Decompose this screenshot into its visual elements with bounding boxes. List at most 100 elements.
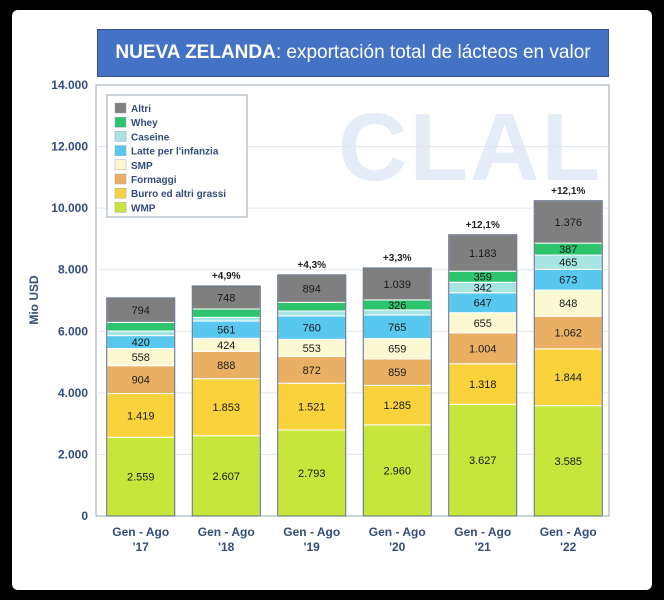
x-tick-label: '21 [475,540,492,554]
legend-label: Latte per l'infanzia [131,147,219,158]
growth-label: +4,9% [212,271,241,282]
bar-outline [362,267,432,517]
data-label: 1.853 [212,402,240,414]
legend-swatch [114,116,127,128]
legend-label: WMP [131,203,156,214]
data-label: 904 [132,375,150,387]
legend-label: Formaggi [131,175,177,186]
data-label: 420 [132,337,150,349]
bar-outline [533,200,603,517]
data-label: 848 [559,298,577,310]
legend-label: SMP [131,161,153,172]
bar-segment [277,429,347,517]
legend-label: Altri [131,104,151,115]
data-label: 342 [474,283,492,295]
x-tick-label: Gen - Ago [198,525,255,539]
legend-label: Whey [131,118,158,129]
data-label: 673 [559,275,577,287]
bar-segment [362,424,432,517]
y-tick-label: 8.000 [58,263,88,277]
x-tick-label: Gen - Ago [112,525,169,539]
legend-swatch [114,131,127,142]
legend-swatch [114,187,127,199]
data-label: 894 [303,284,321,296]
data-label: 1.285 [383,400,411,412]
x-tick-label: '18 [218,540,235,554]
data-label: 2.793 [298,468,326,480]
data-label: 359 [474,272,492,284]
y-tick-label: 14.000 [51,78,88,92]
x-tick-label: Gen - Ago [540,525,597,539]
data-label: 326 [388,300,406,312]
y-tick-label: 6.000 [58,324,88,338]
title-country: NUEVA ZELANDA [115,42,276,63]
data-label: 387 [559,244,577,256]
bar-segment [106,321,176,332]
bar-outline [191,285,261,517]
data-label: 553 [303,343,321,355]
data-label: 659 [388,344,406,356]
y-tick-label: 0 [81,509,88,523]
bar-segment [448,332,518,365]
data-label: 748 [217,293,235,305]
bar-stack: 2.559 1.419 904 558 420 794 [106,297,176,517]
data-label: 1.318 [469,379,497,391]
legend-swatch [114,173,127,185]
y-tick-label: 2.000 [58,447,88,461]
legend-label: Caseine [131,132,170,143]
legend: Altri Whey Caseine Latte per l'infanzia SMP F… [106,94,248,218]
legend-swatch [114,145,127,156]
bar-segment [448,403,518,517]
data-label: 424 [217,340,235,352]
chart-title-banner: NUEVA ZELANDA: exportación total de láct… [97,29,609,77]
bar-segment [448,234,518,272]
data-label: 1.844 [554,372,582,384]
watermark-text: CLAL [338,94,602,201]
data-label: 760 [303,323,321,335]
data-label: 794 [132,305,150,317]
growth-label: +12,1% [551,186,585,197]
data-label: 3.627 [469,455,497,467]
data-label: 872 [303,365,321,377]
data-label: 561 [217,325,235,337]
data-label: 558 [132,352,150,364]
growth-label: +3,3% [383,253,412,264]
data-label: 2.559 [127,472,155,484]
data-label: 2.960 [383,465,411,477]
data-label: 1.521 [298,402,326,414]
y-tick-label: 12.000 [51,140,88,154]
bar-stack: 2.960 1.285 859 659 765 326 1.039 +3,3% [362,253,432,517]
data-label: 3.585 [554,456,582,468]
bar-segment [191,435,261,517]
data-label: 465 [559,257,577,269]
bar-segment [191,316,261,322]
x-tick-label: Gen - Ago [283,525,340,539]
bar-segment [191,350,261,380]
y-tick-label: 10.000 [51,201,88,215]
bar-segment [106,436,176,517]
data-label: 1.419 [127,410,155,422]
legend-swatch [114,102,127,114]
bar-outline [448,234,518,517]
x-tick-label: '19 [304,540,321,554]
bar-segment [106,393,176,438]
legend-swatch [114,202,127,213]
bar-segment [191,308,261,318]
data-label: 655 [474,318,492,330]
data-label: 859 [388,367,406,379]
data-label: 1.376 [554,217,582,229]
data-label: 647 [474,298,492,310]
data-label: 1.004 [469,343,497,355]
growth-label: +12,1% [466,220,500,231]
legend-label: Burro ed altri grassi [131,189,226,200]
data-label: 765 [388,322,406,334]
bar-segment [106,330,176,337]
legend-box [106,94,248,218]
data-label: 1.039 [383,279,411,291]
data-label: 1.183 [469,248,497,260]
x-tick-label: '22 [560,540,577,554]
y-axis-label: Mio USD [27,275,41,325]
